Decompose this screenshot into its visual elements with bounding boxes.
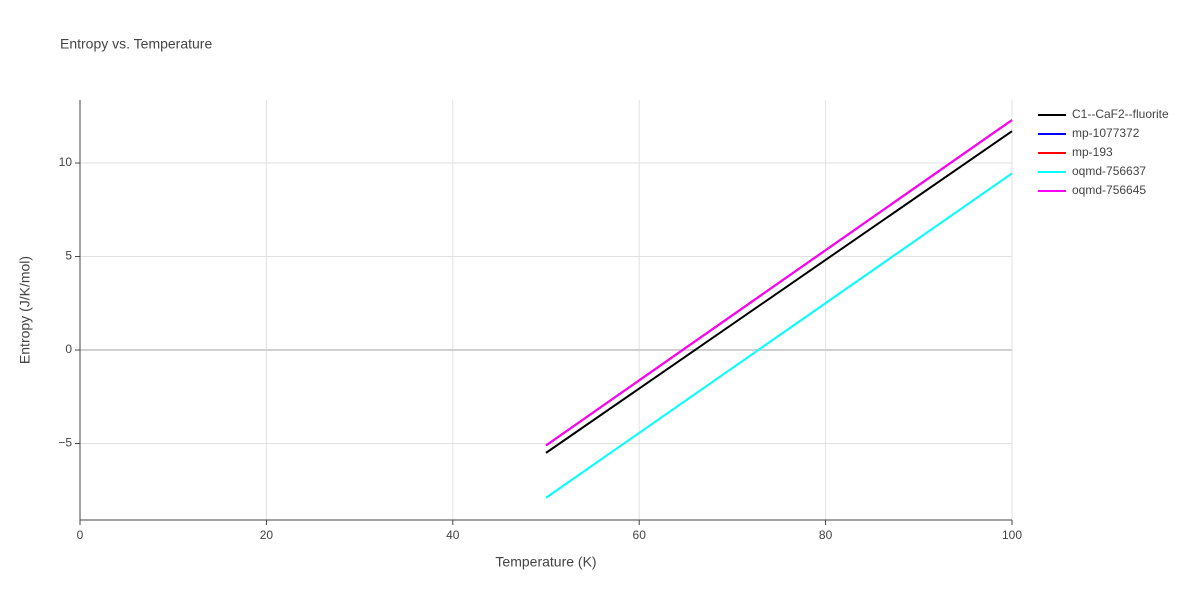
x-tick-label: 100	[1002, 528, 1022, 542]
x-tick-label: 80	[819, 528, 833, 542]
legend-label: C1--CaF2--fluorite	[1072, 107, 1169, 121]
y-tick-label: 5	[65, 249, 72, 263]
legend-label: oqmd-756645	[1072, 183, 1146, 197]
y-tick-label: 0	[65, 342, 72, 356]
legend-label: oqmd-756637	[1072, 164, 1146, 178]
series-line	[545, 130, 1013, 454]
y-tick-label: 10	[59, 155, 73, 169]
x-tick-label: 60	[633, 528, 647, 542]
legend-label: mp-1077372	[1072, 126, 1140, 140]
x-tick-label: 40	[446, 528, 460, 542]
series-line	[545, 119, 1013, 447]
y-axis-title: Entropy (J/K/mol)	[17, 256, 33, 364]
legend-label: mp-193	[1072, 145, 1113, 159]
x-tick-label: 0	[77, 528, 84, 542]
y-tick-label: −5	[58, 436, 72, 450]
series-line	[545, 172, 1013, 499]
x-tick-label: 20	[260, 528, 274, 542]
chart-title: Entropy vs. Temperature	[60, 36, 212, 52]
x-axis-title: Temperature (K)	[495, 554, 596, 570]
